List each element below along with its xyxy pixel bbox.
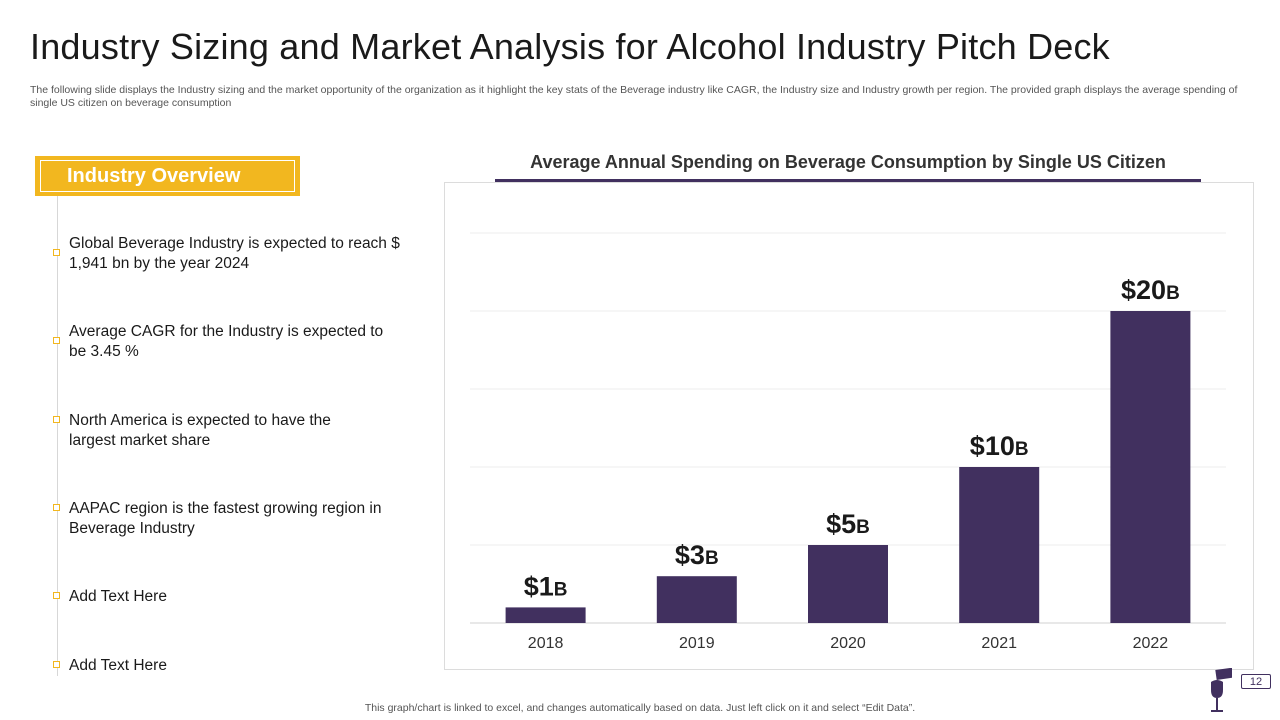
overview-item: Global Beverage Industry is expected to … (69, 235, 400, 272)
bullet-icon (53, 592, 60, 599)
page-title: Industry Sizing and Market Analysis for … (30, 26, 1110, 67)
industry-overview-header: Industry Overview (35, 156, 300, 196)
bullet-icon (53, 661, 60, 668)
bullet-icon (53, 504, 60, 511)
chart-frame (444, 182, 1254, 670)
page-subtitle: The following slide displays the Industr… (30, 84, 1238, 109)
overview-inner-border (40, 160, 295, 192)
data-label: $10B (970, 431, 1029, 461)
overview-divider (57, 196, 58, 676)
bullet-icon (53, 416, 60, 423)
bar-2020 (808, 545, 888, 623)
x-tick-label: 2020 (830, 635, 866, 652)
chart-title: Average Annual Spending on Beverage Cons… (530, 152, 1166, 172)
wine-pour-icon (1211, 668, 1232, 712)
bar-2021 (959, 467, 1040, 623)
overview-item: North America is expected to have the la… (69, 412, 331, 449)
x-tick-label: 2021 (981, 635, 1017, 652)
bar-2022 (1110, 311, 1191, 623)
bullet-icon (53, 249, 60, 256)
data-label: $5B (826, 509, 870, 539)
bar-2019 (656, 576, 737, 623)
data-label: $3B (675, 540, 719, 570)
overview-item: Add Text Here (69, 657, 167, 674)
footer-note: This graph/chart is linked to excel, and… (364, 702, 916, 714)
x-tick-label: 2018 (528, 635, 564, 652)
overview-item: Add Text Here (69, 588, 167, 605)
overview-heading: Industry Overview (67, 165, 241, 187)
page-number: 12 (1241, 674, 1271, 689)
data-label: $20B (1121, 275, 1180, 305)
bar-2018 (505, 607, 586, 623)
overview-item: AAPAC region is the fastest growing regi… (69, 500, 382, 537)
x-tick-label: 2019 (679, 635, 715, 652)
bullet-icon (53, 337, 60, 344)
data-label: $1B (524, 571, 568, 601)
x-tick-label: 2022 (1133, 635, 1169, 652)
overview-item: Average CAGR for the Industry is expecte… (69, 323, 384, 360)
chart-title-underline (495, 179, 1201, 183)
